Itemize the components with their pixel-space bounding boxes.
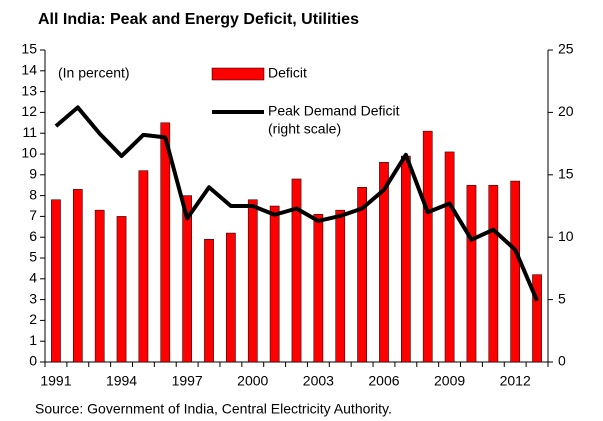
y-tick-label: 0	[29, 353, 37, 369]
bar	[335, 209, 346, 363]
y-tick-label: 5	[29, 249, 37, 265]
y-tick-label: 13	[21, 82, 37, 98]
legend-label: Deficit	[268, 65, 307, 81]
y-tick-label: 3	[29, 290, 37, 306]
legend-swatch	[211, 67, 265, 81]
y-tick-label: 8	[29, 186, 37, 202]
y-tick-label: 14	[21, 62, 37, 78]
y-tick-label: 4	[29, 270, 37, 286]
x-tick-label: 2006	[368, 373, 399, 389]
y-tick-label: 6	[29, 228, 37, 244]
chart-title: All India: Peak and Energy Deficit, Util…	[38, 11, 359, 28]
bar	[94, 209, 105, 363]
y2-tick-label: 10	[558, 228, 574, 244]
x-tick-label: 1991	[40, 373, 71, 389]
bar	[226, 232, 236, 363]
y2-tick-label: 0	[558, 353, 566, 369]
bar	[160, 122, 171, 363]
y-tick-label: 11	[22, 124, 37, 140]
bar	[357, 187, 367, 363]
legend-label: Peak Demand Deficit	[268, 103, 400, 119]
y2-tick-label: 20	[558, 103, 574, 119]
y-tick-label: 12	[21, 103, 37, 119]
bar	[532, 274, 542, 363]
x-tick-label: 2009	[434, 373, 465, 389]
bar	[510, 180, 521, 363]
y2-tick-label: 25	[558, 41, 574, 57]
bar	[291, 178, 302, 363]
bar	[401, 155, 411, 363]
bar	[379, 162, 389, 363]
bar	[247, 199, 258, 363]
y-tick-label: 15	[21, 41, 37, 57]
legend-note: (right scale)	[268, 121, 341, 137]
line	[54, 105, 539, 302]
bar	[182, 195, 192, 363]
bar	[269, 205, 280, 363]
y-tick-label: 2	[29, 311, 37, 327]
bar	[51, 199, 61, 363]
y-tick-label: 7	[29, 207, 37, 223]
y2-tick-label: 5	[558, 290, 566, 306]
bar	[138, 170, 149, 363]
bar	[466, 184, 477, 363]
annotation: (In percent)	[58, 65, 130, 81]
x-tick-label: 2012	[500, 373, 531, 389]
x-tick-label: 1994	[106, 373, 137, 389]
y-tick-label: 10	[21, 145, 37, 161]
bar	[313, 214, 324, 363]
bar	[116, 216, 127, 363]
x-tick-label: 2000	[237, 373, 268, 389]
bar	[204, 239, 214, 363]
bar	[72, 189, 83, 363]
source: Source: Government of India, Central Ele…	[35, 401, 392, 417]
y-tick-label: 1	[29, 332, 37, 348]
x-tick-label: 2003	[303, 373, 334, 389]
bar	[444, 151, 455, 363]
x-tick-label: 1997	[172, 373, 203, 389]
bar	[422, 130, 433, 363]
y2-tick-label: 15	[558, 166, 574, 182]
bar	[488, 184, 499, 363]
y-tick-label: 9	[29, 166, 37, 182]
